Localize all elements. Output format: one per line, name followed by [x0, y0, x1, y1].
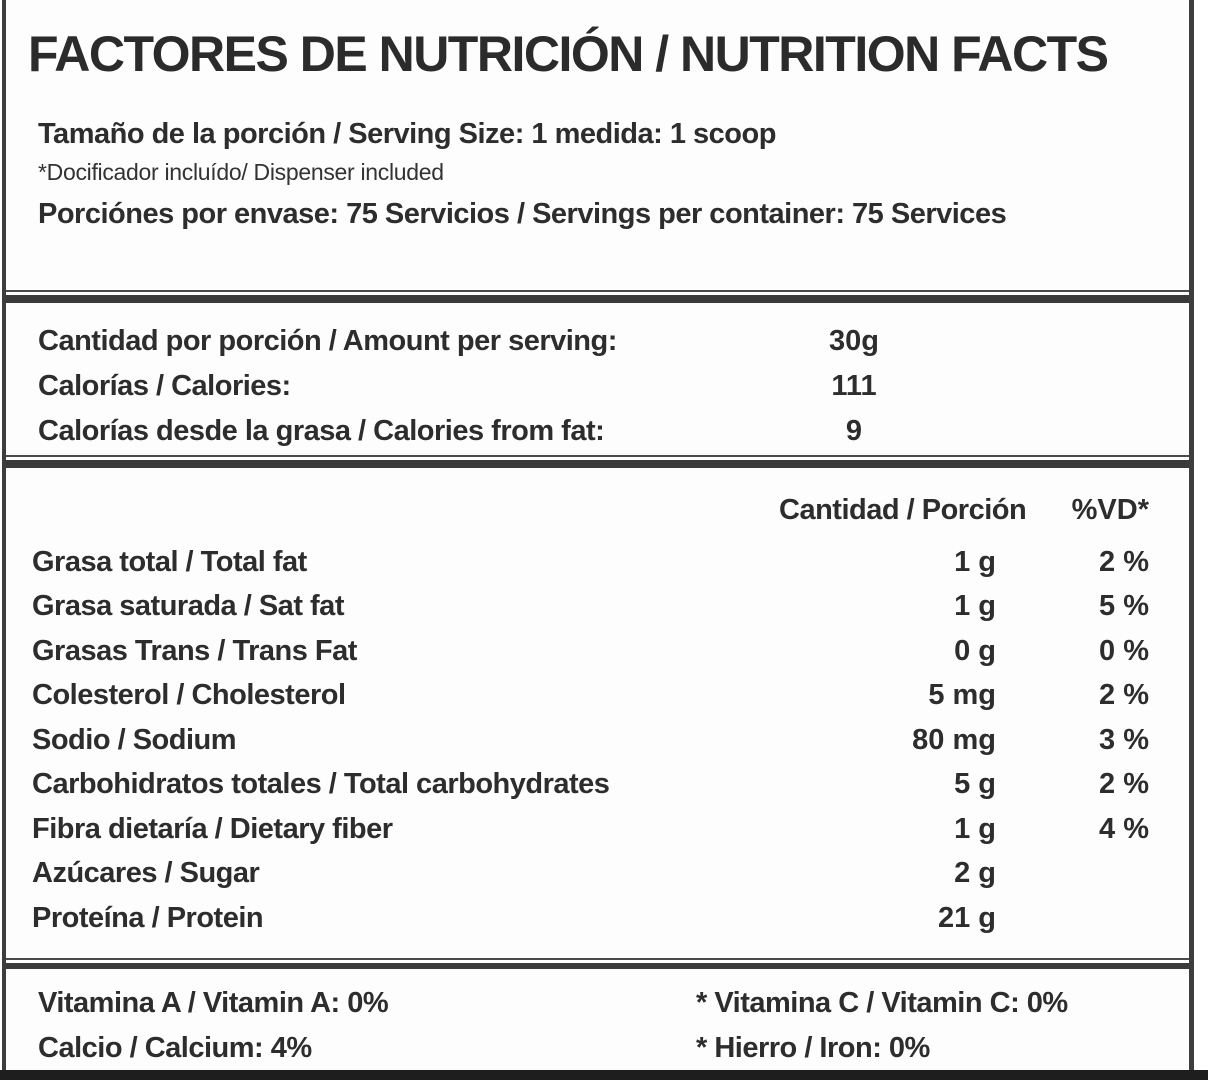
divider-line	[6, 455, 1189, 457]
per-serving-row: Cantidad por porción / Amount per servin…	[6, 319, 1189, 364]
nutrient-amount: 0 g	[954, 634, 996, 667]
per-serving-value: 111	[831, 370, 877, 402]
per-serving-value: 30g	[829, 325, 879, 357]
nutrient-amount: 2 g	[954, 857, 996, 890]
nutrients-section: Cantidad / Porción %VD* Grasa total / To…	[6, 468, 1189, 958]
nutrient-daily-value: 2 %	[1099, 545, 1149, 578]
per-serving-label: Calorías / Calories:	[38, 370, 291, 402]
daily-value-column-header: %VD*	[1071, 493, 1149, 526]
per-serving-value: 9	[845, 415, 863, 447]
nutrients-rows: Grasa total / Total fat 1 g 2 % Grasa sa…	[6, 540, 1189, 941]
nutrient-daily-value: 2 %	[1099, 679, 1149, 712]
nutrient-amount: 1 g	[954, 590, 996, 623]
nutrient-name: Sodio / Sodium	[32, 723, 237, 756]
section-divider	[6, 455, 1189, 468]
divider-gap	[6, 292, 1189, 295]
vitamins-section: Vitamina A / Vitamin A: 0% * Vitamina C …	[6, 969, 1189, 1065]
vitamin-row: Calcio / Calcium: 4% * Hierro / Iron: 0%	[6, 1026, 1189, 1071]
nutrient-name: Grasa saturada / Sat fat	[32, 590, 344, 623]
divider-gap	[6, 960, 1189, 963]
nutrient-amount: 1 g	[954, 812, 996, 845]
vitamin-row: Vitamina A / Vitamin A: 0% * Vitamina C …	[6, 981, 1189, 1026]
divider-line	[6, 958, 1189, 960]
bottom-heavy-bar	[0, 1070, 1208, 1080]
header-section: FACTORES DE NUTRICIÓN / NUTRITION FACTS …	[6, 0, 1189, 290]
nutrient-amount: 21 g	[937, 901, 996, 934]
nutrient-amount: 5 mg	[928, 679, 996, 712]
nutrient-daily-value: 0 %	[1099, 634, 1149, 667]
nutrient-daily-value: 5 %	[1099, 590, 1149, 623]
nutrient-row: Grasas Trans / Trans Fat 0 g 0 %	[6, 629, 1189, 674]
servings-per-container-line: Porciónes por envase: 75 Servicios / Ser…	[38, 197, 1007, 230]
nutrient-name: Grasas Trans / Trans Fat	[32, 634, 357, 667]
divider-gap	[6, 457, 1189, 460]
amount-column-header: Cantidad / Porción	[779, 493, 1027, 526]
nutrient-row: Colesterol / Cholesterol 5 mg 2 %	[6, 674, 1189, 719]
per-serving-section: Cantidad por porción / Amount per servin…	[6, 303, 1189, 455]
nutrient-daily-value: 2 %	[1099, 768, 1149, 801]
nutrient-name: Azúcares / Sugar	[32, 857, 260, 890]
nutrients-header-row: Cantidad / Porción %VD*	[6, 486, 1189, 534]
nutrient-name: Colesterol / Cholesterol	[32, 679, 346, 712]
serving-size-line: Tamaño de la porción / Serving Size: 1 m…	[38, 117, 776, 150]
nutrient-name: Carbohidratos totales / Total carbohydra…	[32, 768, 610, 801]
vitamin-left-entry: Calcio / Calcium: 4%	[38, 1032, 312, 1064]
vitamin-left-entry: Vitamina A / Vitamin A: 0%	[38, 987, 389, 1019]
section-divider-thin	[6, 958, 1189, 969]
nutrient-daily-value: 3 %	[1099, 723, 1149, 756]
divider-bar	[6, 295, 1189, 303]
nutrient-name: Proteína / Protein	[32, 901, 264, 934]
nutrient-daily-value: 4 %	[1099, 812, 1149, 845]
panel-title: FACTORES DE NUTRICIÓN / NUTRITION FACTS	[28, 26, 1109, 82]
nutrient-name: Grasa total / Total fat	[32, 545, 307, 578]
dispenser-note: *Docificador incluído/ Dispenser include…	[38, 158, 444, 185]
nutrient-row: Fibra dietaría / Dietary fiber 1 g 4 %	[6, 807, 1189, 852]
vitamin-right-entry: * Hierro / Iron: 0%	[696, 1032, 930, 1064]
nutrient-amount: 5 g	[954, 768, 996, 801]
nutrient-row: Grasa saturada / Sat fat 1 g 5 %	[6, 585, 1189, 630]
divider-bar	[6, 963, 1189, 969]
nutrient-amount: 80 mg	[912, 723, 996, 756]
divider-line	[6, 290, 1189, 292]
per-serving-row: Calorías desde la grasa / Calories from …	[6, 409, 1189, 454]
nutrient-row: Grasa total / Total fat 1 g 2 %	[6, 540, 1189, 585]
per-serving-row: Calorías / Calories: 111	[6, 364, 1189, 409]
nutrient-row: Carbohidratos totales / Total carbohydra…	[6, 763, 1189, 808]
vitamin-right-entry: * Vitamina C / Vitamin C: 0%	[696, 987, 1068, 1019]
divider-bar	[6, 460, 1189, 468]
nutrient-row: Azúcares / Sugar 2 g	[6, 852, 1189, 897]
nutrient-row: Proteína / Protein 21 g	[6, 896, 1189, 941]
nutrient-row: Sodio / Sodium 80 mg 3 %	[6, 718, 1189, 763]
nutrient-amount: 1 g	[954, 545, 996, 578]
per-serving-label: Calorías desde la grasa / Calories from …	[38, 415, 605, 447]
per-serving-label: Cantidad por porción / Amount per servin…	[38, 325, 617, 357]
nutrient-name: Fibra dietaría / Dietary fiber	[32, 812, 393, 845]
section-divider	[6, 290, 1189, 303]
